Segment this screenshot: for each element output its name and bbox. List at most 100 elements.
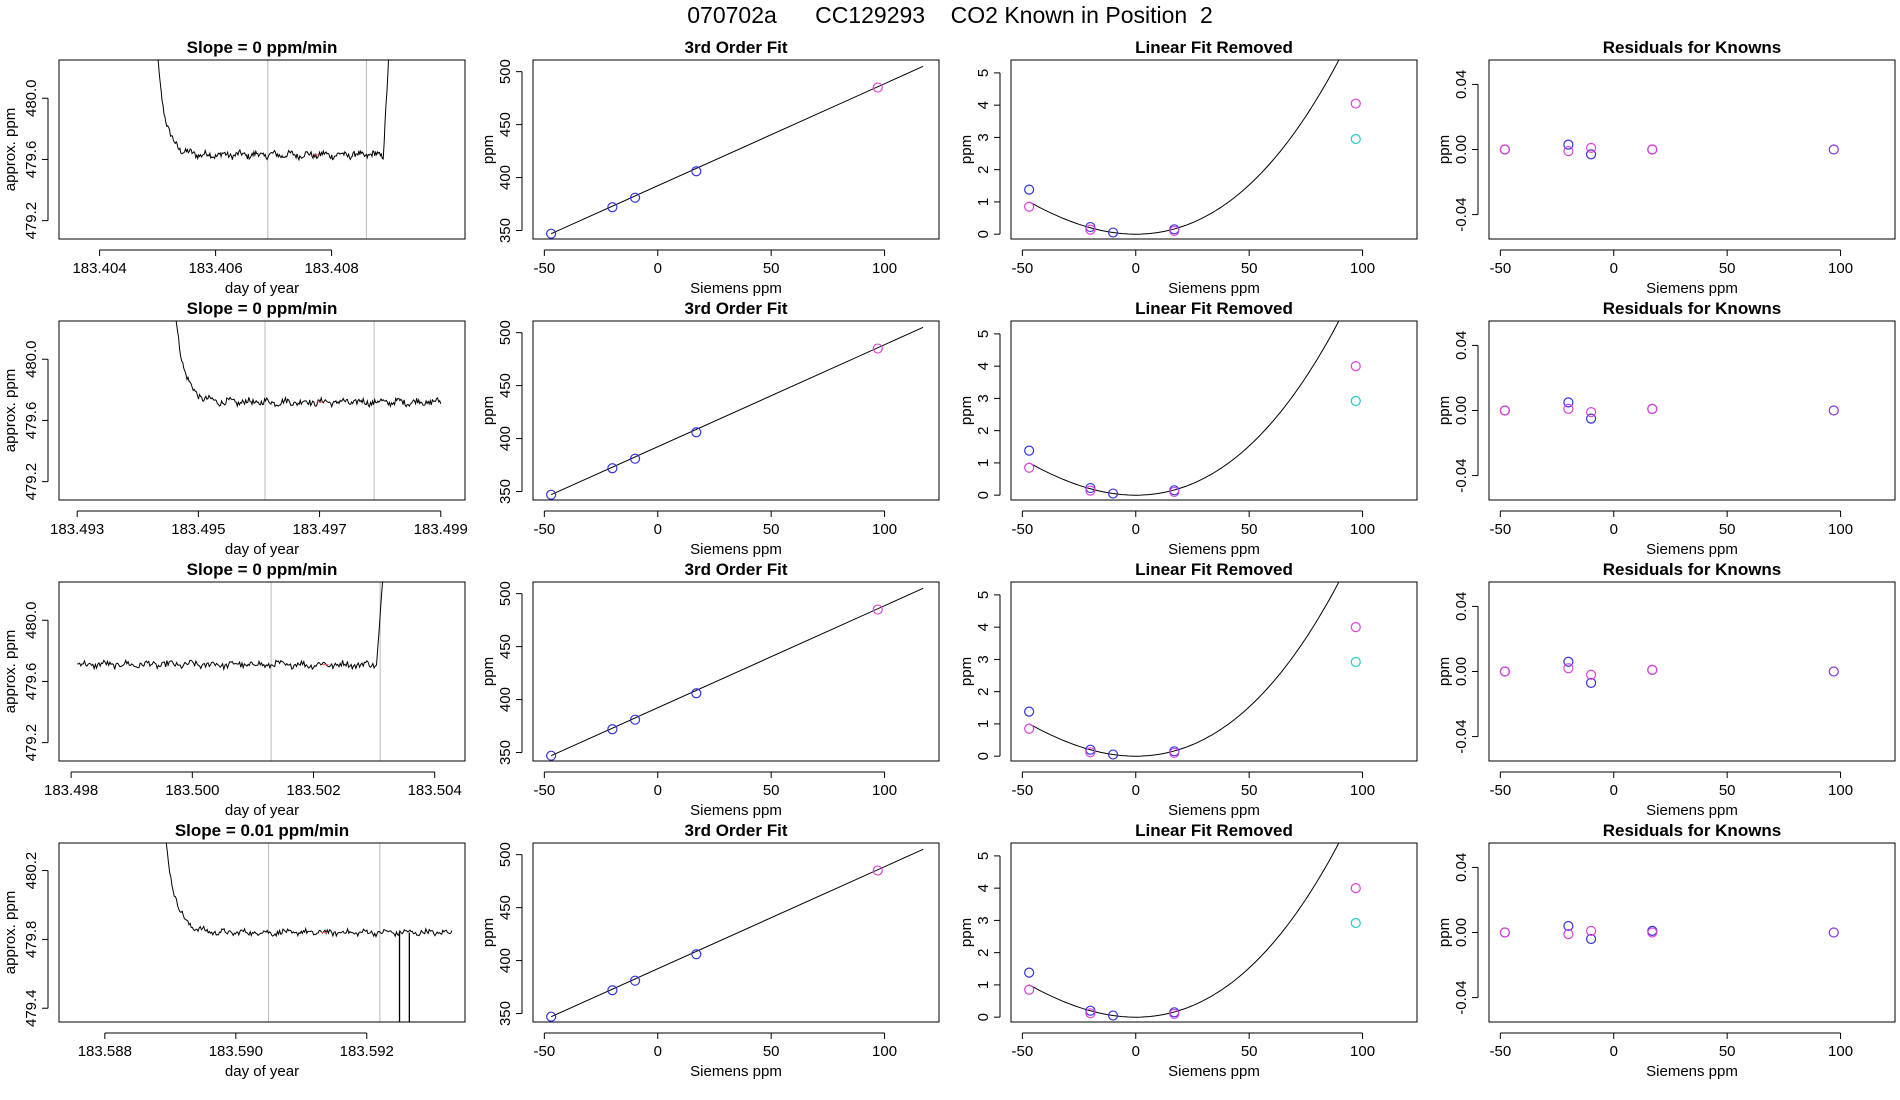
y-tick-label: 400 (497, 948, 514, 973)
data-point (1085, 485, 1096, 496)
data-point (607, 202, 618, 213)
y-axis-label: approx. ppm (2, 891, 19, 974)
chart-title: Slope = 0 ppm/min (187, 38, 338, 57)
data-point (1828, 927, 1839, 938)
data-point (607, 463, 618, 474)
data-point (1647, 927, 1658, 938)
chart-panel-1-0: Slope = 0 ppm/min 183.493 183.495 183.497 18… (2, 299, 468, 558)
y-tick-label: -0.04 (1453, 980, 1470, 1014)
data-point (546, 228, 557, 239)
data-point (1585, 407, 1597, 418)
plot-frame (1488, 320, 1896, 501)
y-tick-label: 5 (975, 69, 992, 77)
chart-marks (165, 843, 453, 1022)
y-tick-label: 0 (975, 230, 992, 238)
data-point (1563, 920, 1574, 932)
data-point (1169, 225, 1180, 237)
y-tick-label: 1 (975, 981, 992, 989)
data-point (872, 343, 883, 354)
data-point (1585, 933, 1597, 945)
plot-frame (1010, 59, 1418, 240)
data-point (1350, 622, 1361, 633)
y-tick-label: 3 (975, 655, 992, 663)
x-tick-label: -50 (1011, 260, 1033, 277)
page-title: 070702a CC129293 CO2 Known in Position 2 (687, 2, 1213, 28)
x-tick-label: -50 (533, 782, 555, 799)
x-tick-label: 183.590 (209, 1043, 263, 1060)
y-tick-label: 4 (975, 101, 992, 109)
x-tick-label: 0 (654, 521, 662, 538)
y-tick-label: 450 (497, 373, 514, 398)
x-tick-label: 0 (654, 260, 662, 277)
y-axis-label: approx. ppm (2, 369, 19, 452)
x-tick-label: -50 (533, 521, 555, 538)
y-tick-label: 0.04 (1453, 592, 1470, 621)
data-point (872, 865, 883, 876)
x-tick-label: 50 (1241, 782, 1258, 799)
x-tick-label: 183.493 (50, 521, 104, 538)
y-tick-label: 500 (497, 581, 514, 606)
x-tick-label: 50 (763, 782, 780, 799)
x-tick-label: 0 (1132, 260, 1140, 277)
y-axis-label: approx. ppm (2, 108, 19, 191)
plot-frame (532, 59, 940, 240)
x-tick-label: 100 (1828, 521, 1853, 538)
plot-frame (58, 320, 466, 501)
chart-title: Linear Fit Removed (1135, 560, 1293, 579)
y-tick-label: -0.04 (1453, 197, 1470, 231)
y-tick-label: 350 (497, 1001, 514, 1026)
y-tick-label: 450 (497, 895, 514, 920)
data-point (629, 975, 641, 986)
plot-frame (1488, 842, 1896, 1023)
x-axis-label: Siemens ppm (1646, 802, 1738, 819)
chart-marks (1499, 397, 1839, 424)
y-tick-label: -0.04 (1453, 458, 1470, 492)
data-point (1499, 927, 1510, 938)
y-tick-label: 350 (497, 218, 514, 243)
x-tick-label: 50 (1719, 782, 1736, 799)
x-tick-label: 50 (763, 260, 780, 277)
chart-marks (1499, 920, 1839, 945)
chart-title: Slope = 0 ppm/min (187, 299, 338, 318)
y-tick-label: 4 (975, 884, 992, 892)
chart-panel-2-0: Slope = 0 ppm/min 183.498 183.500 183.502 18… (2, 560, 466, 819)
chart-title: 3rd Order Fit (685, 821, 788, 840)
chart-marks (546, 587, 924, 761)
y-axis-label: ppm (1436, 918, 1453, 947)
x-axis-label: day of year (225, 541, 299, 558)
x-tick-label: 0 (654, 1043, 662, 1060)
y-tick-label: 0.00 (1453, 657, 1470, 686)
x-tick-label: 183.498 (44, 782, 98, 799)
x-tick-label: 0 (1132, 782, 1140, 799)
data-point (1085, 221, 1096, 233)
y-tick-label: 450 (497, 634, 514, 659)
data-point (1169, 1008, 1180, 1020)
x-axis-label: Siemens ppm (1646, 1063, 1738, 1080)
chart-title: Residuals for Knowns (1603, 38, 1782, 57)
data-point (1350, 98, 1361, 109)
data-point (1647, 144, 1658, 155)
x-tick-label: 50 (1241, 260, 1258, 277)
x-tick-label: 183.592 (340, 1043, 394, 1060)
y-axis-label: ppm (480, 918, 497, 947)
y-axis-label: ppm (1436, 657, 1453, 686)
data-point (1499, 144, 1510, 155)
x-tick-label: 183.500 (165, 782, 219, 799)
data-point (1024, 184, 1035, 195)
y-axis-label: ppm (958, 918, 975, 947)
fit-curve (1028, 582, 1340, 757)
x-tick-label: 100 (1350, 260, 1375, 277)
x-axis-label: Siemens ppm (1168, 541, 1260, 558)
data-point (607, 724, 618, 735)
x-tick-label: 100 (872, 1043, 897, 1060)
x-tick-label: 100 (1350, 782, 1375, 799)
x-tick-label: 100 (872, 260, 897, 277)
y-tick-label: 5 (975, 330, 992, 338)
y-tick-label: 480.0 (23, 601, 40, 639)
chart-title: Residuals for Knowns (1603, 821, 1782, 840)
y-axis-label: ppm (1436, 135, 1453, 164)
fit-line (550, 587, 924, 757)
y-tick-label: 479.2 (23, 724, 40, 762)
data-point (1563, 397, 1574, 408)
x-tick-label: 183.408 (304, 260, 358, 277)
